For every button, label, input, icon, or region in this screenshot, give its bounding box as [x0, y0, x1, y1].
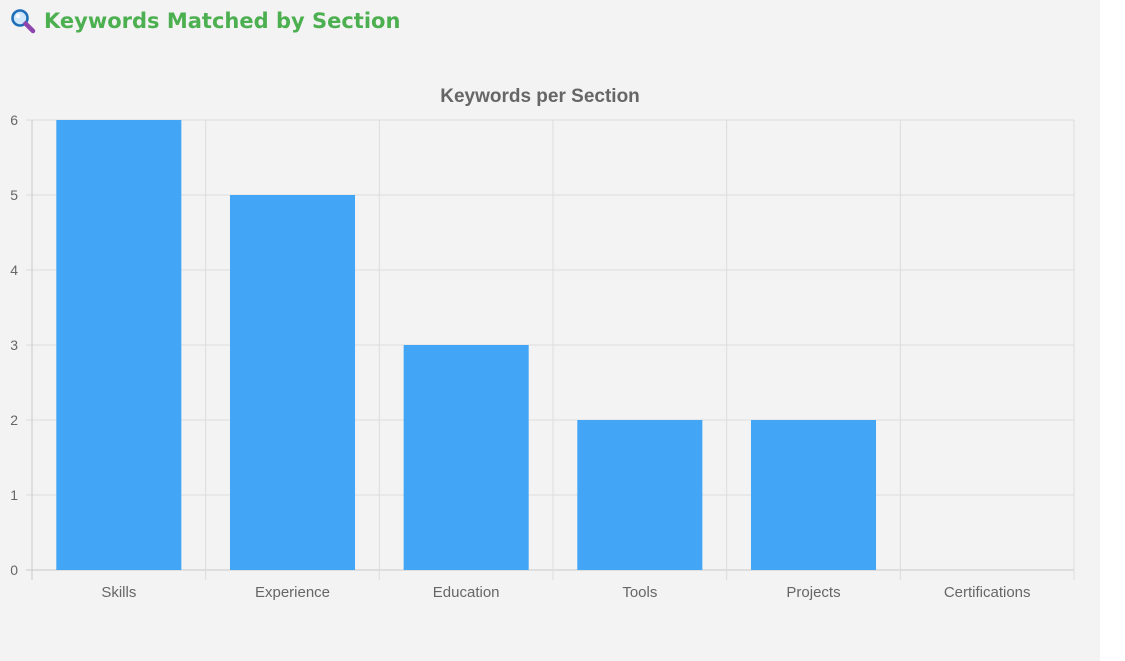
x-tick-label: Experience	[255, 584, 330, 601]
x-tick-label: Projects	[786, 584, 840, 601]
bar-projects[interactable]	[750, 420, 877, 570]
y-tick-label: 3	[10, 337, 18, 353]
bar-skills[interactable]	[56, 120, 182, 570]
bar-experience[interactable]	[229, 195, 356, 570]
y-tick-label: 2	[10, 412, 18, 428]
chart-svg: Keywords per Section 0 1 2 3 4 5 6 Skills Exper…	[10, 86, 1075, 601]
y-tick-label: 5	[10, 187, 18, 203]
y-axis: 0 1 2 3 4 5 6	[10, 112, 18, 578]
bar-tools[interactable]	[577, 420, 703, 570]
bar-education[interactable]	[403, 345, 529, 570]
y-tick-label: 6	[10, 112, 18, 128]
y-tick-label: 4	[10, 262, 18, 278]
x-axis: Skills Experience Education Tools Projects Ce…	[101, 584, 1030, 601]
x-tick-label: Certifications	[944, 584, 1031, 601]
x-tick-label: Skills	[101, 584, 136, 601]
section-header: Keywords Matched by Section	[10, 6, 400, 36]
x-tick-label: Tools	[622, 584, 657, 601]
chart-grid	[26, 119, 1075, 580]
y-tick-label: 0	[10, 562, 18, 578]
x-tick-label: Education	[433, 584, 500, 601]
bar-chart: Keywords per Section 0 1 2 3 4 5 6 Skills Exper…	[0, 70, 1100, 630]
magnifying-glass-icon	[10, 8, 36, 34]
y-tick-label: 1	[10, 487, 18, 503]
chart-title: Keywords per Section	[440, 86, 640, 107]
chart-panel: Keywords Matched by Section Keywords per…	[0, 0, 1100, 661]
section-title: Keywords Matched by Section	[44, 9, 401, 33]
chart-bars	[56, 120, 877, 570]
